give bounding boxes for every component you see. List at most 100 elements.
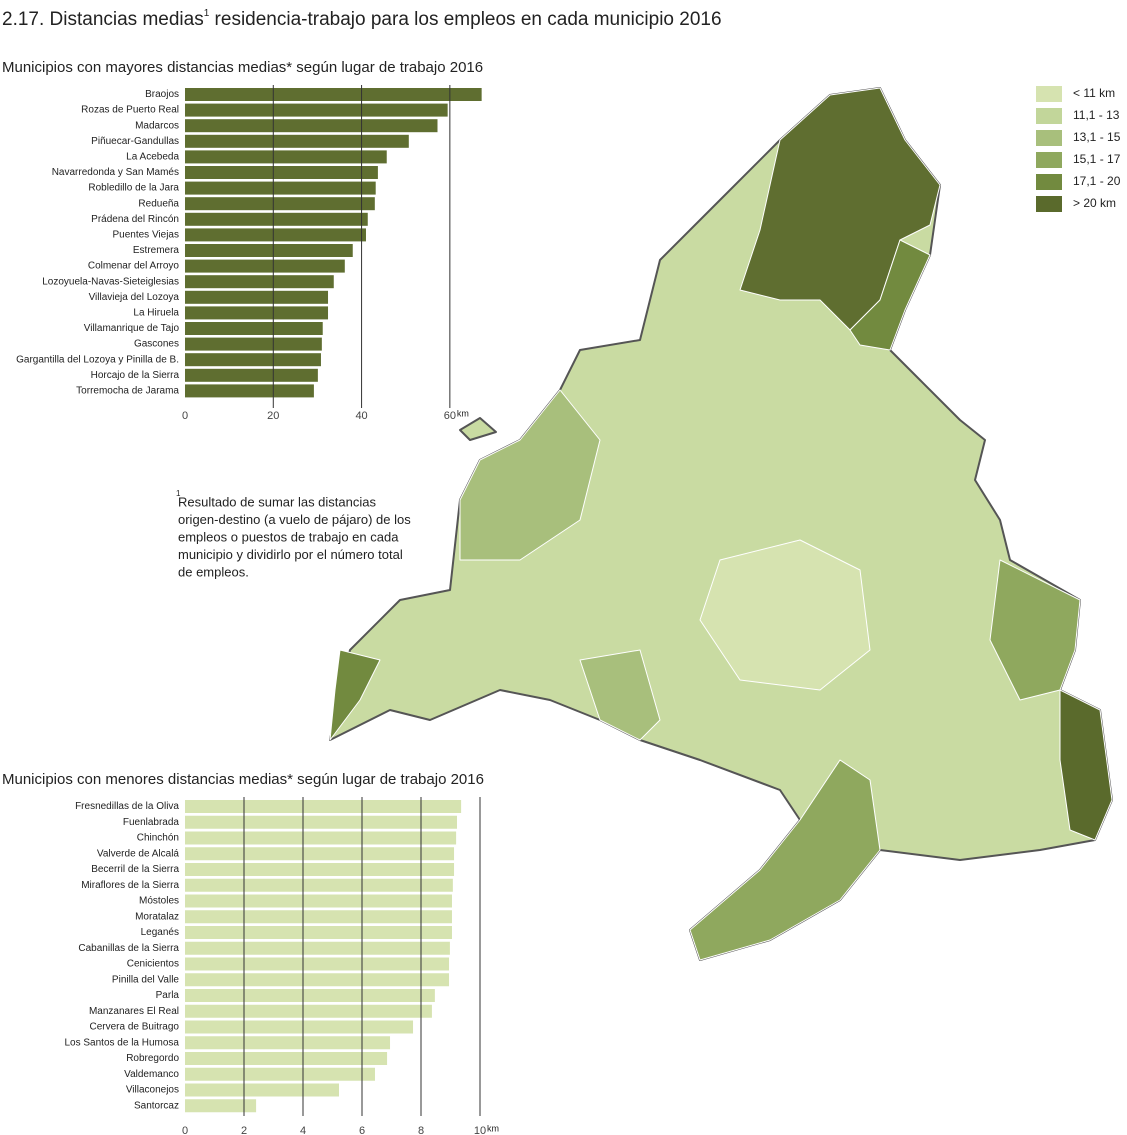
bar — [185, 166, 378, 179]
footnote-line: de empleos. — [178, 564, 249, 579]
footnote-line: empleos o puestos de trabajo en cada — [178, 529, 399, 544]
bar — [185, 894, 452, 908]
title-main: 2.17. Distancias medias — [2, 9, 204, 30]
category-label: Robregordo — [126, 1053, 179, 1064]
map-zone-southwest — [329, 649, 381, 741]
legend-swatch — [1036, 152, 1062, 168]
category-label: Valdemanco — [124, 1069, 179, 1080]
bar — [185, 1036, 391, 1050]
legend-label: 11,1 - 13 — [1073, 108, 1120, 122]
bar — [185, 134, 409, 148]
bar — [185, 878, 453, 892]
map-region — [329, 87, 1113, 961]
bar — [185, 322, 323, 335]
title-note-mark: 1 — [204, 8, 210, 19]
map-zone-southcenter — [579, 649, 661, 741]
footnote: 1 — [176, 489, 181, 498]
chart-title: Municipios con mayores distancias medias… — [2, 59, 483, 76]
x-tick-label: 4 — [300, 1125, 306, 1135]
category-label: La Hiruela — [133, 308, 179, 319]
bar — [185, 306, 329, 320]
category-label: Estremera — [133, 245, 180, 256]
category-label: Parla — [156, 990, 180, 1001]
category-label: Cervera de Buitrago — [90, 1022, 180, 1033]
legend-swatch — [1036, 174, 1062, 190]
category-label: Miraflores de la Sierra — [81, 880, 179, 891]
bar — [185, 259, 345, 273]
category-label: Pinilla del Valle — [112, 974, 180, 985]
map-zone-northeast — [849, 239, 931, 351]
map-zone-south — [689, 759, 881, 961]
category-label: Lozoyuela-Navas-Sieteiglesias — [42, 276, 179, 287]
bar — [185, 181, 376, 195]
category-label: Moratalaz — [135, 911, 179, 922]
bar — [185, 150, 387, 164]
footnote-line: municipio y dividirlo por el número tota… — [178, 547, 403, 562]
legend-swatch — [1036, 108, 1062, 124]
category-label: Robledillo de la Jara — [88, 183, 179, 194]
legend-label: 13,1 - 15 — [1073, 130, 1121, 144]
x-tick-label: 60 — [444, 410, 456, 422]
page-title: 2.17. Distancias medias1 residencia-trab… — [2, 8, 722, 30]
category-label: Gascones — [134, 339, 179, 350]
category-label: Navarredonda y San Mamés — [52, 167, 179, 178]
bar — [185, 1020, 414, 1034]
category-label: Villavieja del Lozoya — [89, 292, 180, 303]
category-label: Redueña — [138, 198, 179, 209]
footnote-line: Resultado de sumar las distancias — [178, 494, 376, 509]
category-label: Fresnedillas de la Oliva — [75, 801, 179, 812]
x-tick-label: 0 — [182, 410, 188, 422]
bar — [185, 384, 314, 398]
bar — [185, 863, 455, 876]
chart-title: Municipios con menores distancias medias… — [2, 771, 484, 788]
bar — [185, 800, 462, 813]
category-label: Leganés — [141, 927, 179, 938]
bar — [185, 957, 450, 971]
x-tick-label: 20 — [267, 410, 279, 422]
legend-swatch — [1036, 86, 1062, 102]
legend-label: 17,1 - 20 — [1073, 174, 1121, 188]
bar — [185, 926, 452, 939]
category-label: Santorcaz — [134, 1100, 179, 1111]
legend-swatch — [1036, 130, 1062, 146]
category-label: Rozas de Puerto Real — [81, 105, 179, 116]
map-island — [459, 417, 497, 441]
category-label: Cenicientos — [127, 959, 179, 970]
category-label: Prádena del Rincón — [91, 214, 179, 225]
map — [329, 87, 1113, 961]
title-end: residencia-trabajo para los empleos en c… — [209, 9, 721, 30]
legend-label: > 20 km — [1073, 196, 1116, 210]
category-label: Puentes Viejas — [112, 230, 179, 241]
category-label: Villaconejos — [126, 1085, 179, 1096]
bar — [185, 353, 321, 367]
category-label: Valverde de Alcalá — [97, 848, 180, 859]
legend-label: < 11 km — [1073, 86, 1115, 100]
x-tick-label: 8 — [418, 1125, 424, 1135]
bar — [185, 275, 334, 289]
legend-swatch — [1036, 196, 1062, 212]
bar — [185, 290, 329, 304]
category-label: Villamanrique de Tajo — [84, 323, 180, 334]
category-label: Braojos — [145, 89, 179, 100]
x-tick-label: 6 — [359, 1125, 365, 1135]
category-label: Torremocha de Jarama — [76, 386, 179, 397]
category-label: Becerril de la Sierra — [91, 864, 179, 875]
bar — [185, 228, 366, 242]
bar — [185, 815, 457, 829]
category-label: Los Santos de la Humosa — [64, 1037, 179, 1048]
bar — [185, 941, 450, 955]
category-label: Colmenar del Arroyo — [88, 261, 180, 272]
x-tick-label: 2 — [241, 1125, 247, 1135]
x-tick-label: 40 — [355, 410, 367, 422]
category-label: Cabanillas de la Sierra — [78, 943, 179, 954]
category-label: Piñuecar-Gandullas — [91, 136, 179, 147]
bar — [185, 1099, 257, 1113]
category-label: La Acebeda — [126, 152, 179, 163]
category-label: Horcajo de la Sierra — [91, 370, 180, 381]
bar — [185, 103, 448, 117]
x-unit: km — [487, 1123, 499, 1133]
legend-label: 15,1 - 17 — [1073, 152, 1121, 166]
category-label: Madarcos — [135, 120, 179, 131]
category-label: Gargantilla del Lozoya y Pinilla de B. — [16, 354, 179, 365]
bar — [185, 1067, 375, 1081]
